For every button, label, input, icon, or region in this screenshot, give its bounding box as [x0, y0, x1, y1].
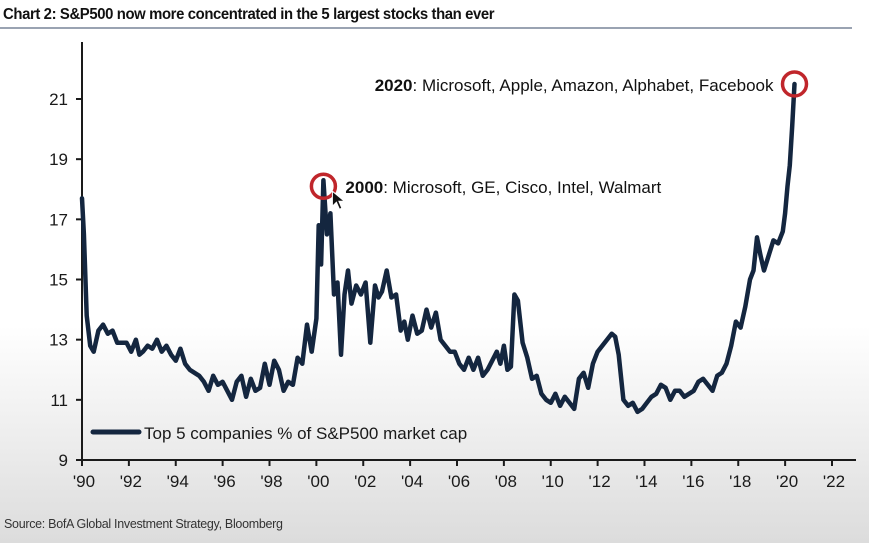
- x-tick-label: '08: [495, 472, 517, 491]
- x-tick-label: '10: [542, 472, 564, 491]
- x-tick-label: '16: [682, 472, 704, 491]
- source-note: Source: BofA Global Investment Strategy,…: [4, 517, 283, 531]
- legend-label: Top 5 companies % of S&P500 market cap: [144, 424, 467, 443]
- x-tick-label: '00: [307, 472, 329, 491]
- x-tick-label: '02: [354, 472, 376, 491]
- highlight-circle: [780, 70, 809, 98]
- annotation-companies: : Microsoft, GE, Cisco, Intel, Walmart: [383, 178, 661, 197]
- x-tick-label: '22: [823, 472, 845, 491]
- x-tick-label: '94: [167, 472, 189, 491]
- x-tick-label: '90: [73, 472, 95, 491]
- x-tick-label: '96: [214, 472, 236, 491]
- series-line: [79, 81, 797, 415]
- x-tick-label: '20: [776, 472, 798, 491]
- annotations-group: 2000: Microsoft, GE, Cisco, Intel, Walma…: [309, 70, 809, 210]
- annotation-label: 2020: Microsoft, Apple, Amazon, Alphabet…: [375, 76, 774, 95]
- y-tick-label: 11: [50, 391, 68, 410]
- x-tick-label: '98: [260, 472, 282, 491]
- y-tick-label: 9: [59, 451, 68, 470]
- y-axis: 9 11 13 15 17 19 21: [49, 42, 83, 470]
- x-axis: '90 '92 '94 '96 '98 '00 '02 '04 '06 '08 '10 '12 '14 '…: [73, 459, 856, 491]
- y-tick-label: 17: [49, 210, 68, 229]
- legend: Top 5 companies % of S&P500 market cap: [90, 424, 467, 443]
- title-divider: [0, 27, 852, 29]
- y-tick-label: 19: [49, 150, 68, 169]
- y-tick-label: 21: [49, 90, 68, 109]
- series-group: [79, 81, 797, 415]
- chart-title: Chart 2: S&P500 now more concentrated in…: [3, 6, 495, 23]
- x-tick-label: '18: [729, 472, 751, 491]
- x-tick-label: '06: [448, 472, 470, 491]
- y-tick-label: 13: [49, 331, 68, 350]
- annotation-year: 2000: [345, 178, 383, 197]
- annotation-companies: : Microsoft, Apple, Amazon, Alphabet, Fa…: [413, 76, 774, 95]
- x-tick-label: '14: [635, 472, 657, 491]
- annotation-year: 2020: [375, 76, 413, 95]
- x-tick-label: '92: [120, 472, 142, 491]
- mouse-cursor-icon: [331, 190, 346, 210]
- highlight-circle: [309, 172, 338, 200]
- x-tick-label: '04: [401, 472, 423, 491]
- y-tick-label: 15: [49, 271, 68, 290]
- x-tick-label: '12: [589, 472, 611, 491]
- annotation-label: 2000: Microsoft, GE, Cisco, Intel, Walma…: [345, 178, 661, 197]
